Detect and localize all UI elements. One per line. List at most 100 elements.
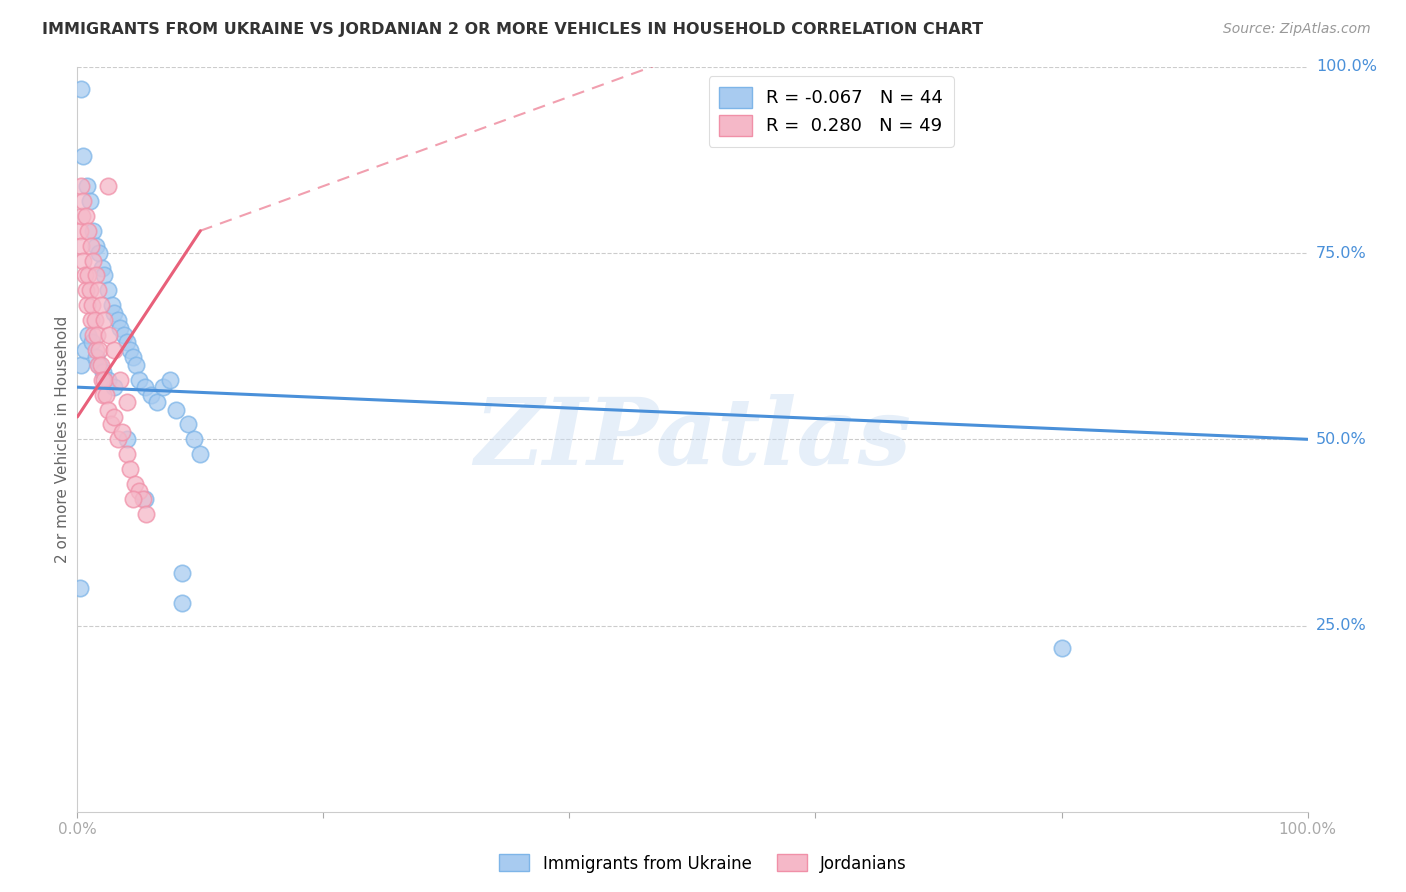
Point	[87, 358, 110, 372]
Point	[70, 358, 93, 372]
Point	[107, 313, 129, 327]
Point	[141, 387, 163, 401]
Point	[82, 335, 104, 350]
Point	[101, 298, 124, 312]
Point	[90, 298, 112, 312]
Point	[84, 351, 107, 365]
Point	[103, 380, 125, 394]
Point	[97, 179, 120, 194]
Y-axis label: 2 or more Vehicles in Household: 2 or more Vehicles in Household	[55, 316, 70, 563]
Point	[75, 284, 97, 298]
Point	[70, 209, 93, 223]
Point	[72, 149, 94, 163]
Point	[146, 395, 169, 409]
Point	[115, 433, 138, 447]
Point	[128, 484, 150, 499]
Point	[73, 343, 96, 357]
Point	[107, 433, 129, 447]
Point	[94, 387, 117, 401]
Point	[152, 380, 174, 394]
Legend: R = -0.067   N = 44, R =  0.280   N = 49: R = -0.067 N = 44, R = 0.280 N = 49	[709, 76, 955, 146]
Point	[98, 328, 121, 343]
Point	[69, 582, 91, 596]
Point	[79, 284, 101, 298]
Legend: Immigrants from Ukraine, Jordanians: Immigrants from Ukraine, Jordanians	[492, 847, 914, 880]
Point	[86, 328, 108, 343]
Point	[121, 491, 143, 506]
Text: 50.0%: 50.0%	[1316, 432, 1367, 447]
Point	[70, 82, 93, 96]
Text: IMMIGRANTS FROM UKRAINE VS JORDANIAN 2 OR MORE VEHICLES IN HOUSEHOLD CORRELATION: IMMIGRANTS FROM UKRAINE VS JORDANIAN 2 O…	[42, 22, 983, 37]
Point	[91, 365, 114, 379]
Point	[76, 298, 98, 312]
Point	[110, 373, 132, 387]
Point	[188, 447, 212, 461]
Point	[103, 343, 125, 357]
Point	[82, 253, 104, 268]
Point	[93, 268, 115, 283]
Point	[82, 224, 104, 238]
Point	[93, 373, 115, 387]
Point	[80, 238, 103, 252]
Point	[84, 268, 107, 283]
Point	[77, 224, 100, 238]
Point	[76, 179, 98, 194]
Point	[177, 417, 200, 432]
Point	[115, 335, 138, 350]
Point	[103, 306, 125, 320]
Point	[69, 224, 91, 238]
Point	[97, 402, 120, 417]
Text: ZIPatlas: ZIPatlas	[474, 394, 911, 484]
Point	[93, 313, 115, 327]
Point	[72, 253, 94, 268]
Point	[72, 194, 94, 208]
Point	[170, 596, 193, 610]
Point	[115, 447, 138, 461]
Point	[120, 343, 142, 357]
Point	[111, 425, 132, 439]
Point	[79, 194, 101, 208]
Point	[103, 409, 125, 424]
Point	[134, 380, 156, 394]
Point	[170, 566, 193, 581]
Point	[82, 328, 104, 343]
Text: 75.0%: 75.0%	[1316, 245, 1367, 260]
Point	[1050, 640, 1073, 655]
Point	[77, 328, 100, 343]
Point	[124, 477, 146, 491]
Point	[135, 507, 157, 521]
Point	[97, 373, 120, 387]
Point	[82, 298, 104, 312]
Point	[125, 358, 148, 372]
Point	[77, 268, 100, 283]
Point	[73, 268, 96, 283]
Point	[100, 417, 122, 432]
Text: Source: ZipAtlas.com: Source: ZipAtlas.com	[1223, 22, 1371, 37]
Text: 100.0%: 100.0%	[1316, 60, 1376, 74]
Point	[75, 209, 97, 223]
Point	[110, 320, 132, 334]
Point	[165, 402, 187, 417]
Point	[115, 395, 138, 409]
Point	[90, 260, 114, 275]
Point	[89, 343, 111, 357]
Text: 25.0%: 25.0%	[1316, 618, 1367, 633]
Point	[90, 373, 114, 387]
Point	[70, 238, 93, 252]
Point	[128, 373, 150, 387]
Point	[83, 313, 105, 327]
Point	[80, 313, 103, 327]
Point	[131, 491, 153, 506]
Point	[89, 246, 111, 260]
Point	[84, 343, 107, 357]
Point	[159, 373, 181, 387]
Point	[120, 462, 142, 476]
Point	[84, 238, 107, 252]
Point	[134, 491, 156, 506]
Point	[121, 351, 143, 365]
Point	[91, 387, 114, 401]
Point	[70, 179, 93, 194]
Point	[90, 358, 112, 372]
Point	[112, 328, 135, 343]
Point	[87, 284, 110, 298]
